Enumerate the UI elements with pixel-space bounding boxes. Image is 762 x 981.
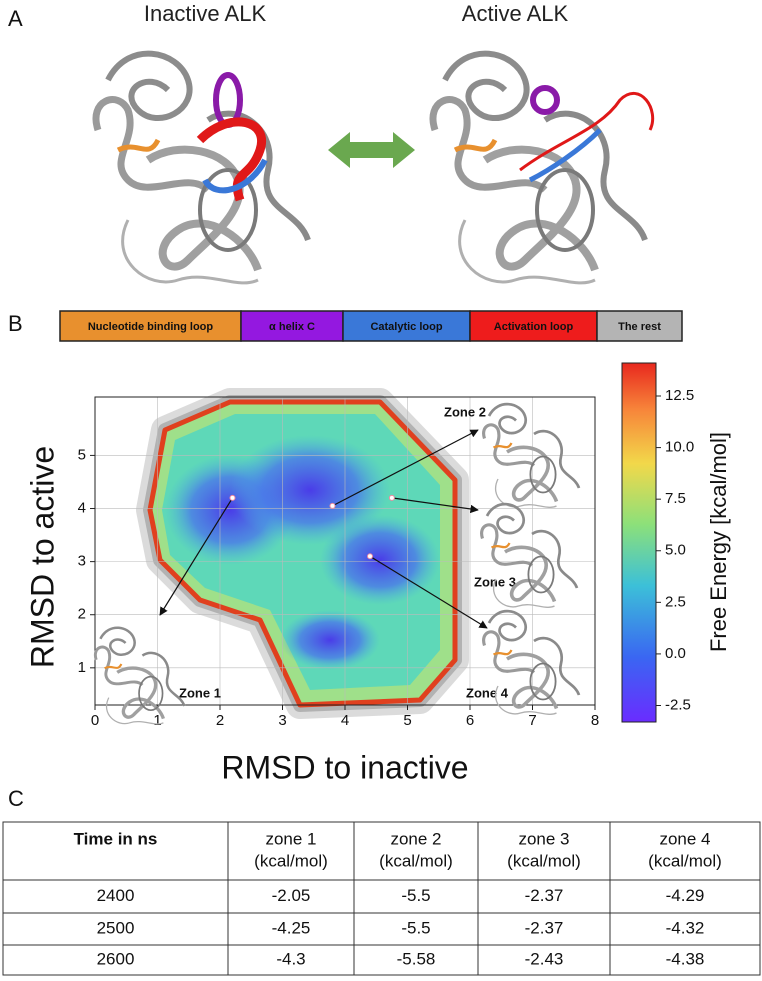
zone-arrow — [391, 497, 479, 514]
table-cell: -2.37 — [525, 918, 564, 937]
table-cell: -5.5 — [401, 918, 430, 937]
zone-point — [367, 553, 373, 560]
y-tick-label: 2 — [78, 606, 86, 623]
legend-label: Nucleotide binding loop — [88, 321, 214, 333]
protein-title: Inactive ALK — [144, 1, 267, 26]
x-tick-label: 8 — [591, 712, 599, 729]
x-tick-label: 6 — [466, 712, 474, 729]
table-cell: -2.43 — [525, 949, 564, 968]
x-tick-label: 0 — [91, 712, 99, 729]
x-axis-label: RMSD to inactive — [221, 749, 468, 785]
legend-label: Activation loop — [494, 321, 574, 333]
colorbar-tick-label: -2.5 — [665, 696, 691, 713]
panel-label: C — [8, 786, 24, 811]
y-tick-label: 3 — [78, 553, 86, 570]
zone-point — [229, 494, 236, 501]
table-cell: -2.37 — [525, 886, 564, 905]
table: Time in ns zone 1 (kcal/mol) zone 2 (kcal/mo… — [2, 821, 761, 976]
table-cell: 2400 — [97, 886, 135, 905]
zone-label: Zone 2 — [444, 404, 486, 419]
zone-point — [329, 502, 336, 509]
table-cell: -4.38 — [666, 949, 705, 968]
legend-swatch — [59, 310, 242, 342]
panel-label: B — [8, 311, 23, 336]
table-header: (kcal/mol) — [507, 851, 581, 870]
x-tick-label: 4 — [341, 712, 349, 729]
panel-label: A — [8, 6, 23, 31]
colorbar-label: Free Energy [kcal/mol] — [706, 432, 731, 652]
y-axis-label: RMSD to active — [24, 446, 60, 668]
active-protein — [433, 54, 655, 283]
colorbar — [621, 362, 657, 723]
x-tick-label: 2 — [216, 712, 224, 729]
legend-swatch — [596, 310, 683, 342]
x-tick-label: 1 — [153, 712, 161, 729]
table-header: (kcal/mol) — [254, 851, 328, 870]
table-header: zone 1 — [265, 829, 316, 848]
landscape — [136, 388, 469, 719]
activation-arrow — [328, 132, 415, 168]
legend-label: α helix C — [269, 321, 315, 333]
colorbar-tick-label: 5.0 — [665, 542, 686, 559]
table-cell: -4.29 — [666, 886, 705, 905]
x-tick-label: 5 — [403, 712, 411, 729]
table-header: zone 3 — [518, 829, 569, 848]
plot-frame — [94, 396, 596, 706]
table-cell: -4.3 — [276, 949, 305, 968]
legend-swatch — [469, 310, 598, 342]
protein-title: Active ALK — [462, 1, 569, 26]
zone-arrow — [332, 429, 479, 507]
y-tick-label: 4 — [78, 499, 86, 516]
table-header: Time in ns — [74, 829, 158, 848]
y-tick-label: 1 — [78, 659, 86, 676]
zone-label: Zone 1 — [179, 685, 221, 700]
inactive-protein — [96, 54, 308, 283]
colorbar-tick-label: 10.0 — [665, 439, 694, 456]
legend-swatch — [240, 310, 344, 342]
plot: 0 1 2 3 4 5 6 7 8 1 2 3 4 5 RMSD to inactive RMSD to ac… — [24, 362, 731, 785]
table-cell: -4.32 — [666, 918, 705, 937]
table-border — [2, 821, 761, 976]
zone-label: Zone 4 — [466, 685, 509, 700]
table-header: zone 4 — [659, 829, 710, 848]
table-cell: 2500 — [97, 918, 135, 937]
table-header: (kcal/mol) — [648, 851, 722, 870]
x-tick-label: 7 — [528, 712, 536, 729]
table-cell: -2.05 — [272, 886, 311, 905]
y-tick-label: 5 — [78, 446, 86, 463]
zone-arrow — [369, 555, 488, 629]
colorbar-tick-label: 0.0 — [665, 645, 686, 662]
table-cell: 2600 — [97, 949, 135, 968]
colorbar-tick-label: 7.5 — [665, 490, 686, 507]
legend-label: The rest — [618, 321, 661, 333]
legend-label: Catalytic loop — [370, 321, 442, 333]
table-cell: -5.58 — [397, 949, 436, 968]
zone-point — [388, 494, 395, 501]
table-header: zone 2 — [390, 829, 441, 848]
colorbar-tick-label: 2.5 — [665, 593, 686, 610]
table-cell: -4.25 — [272, 918, 311, 937]
colorbar-tick-label: 12.5 — [665, 387, 694, 404]
zone-arrow — [159, 497, 234, 616]
x-tick-label: 3 — [278, 712, 286, 729]
table-header: (kcal/mol) — [379, 851, 453, 870]
legend: Nucleotide binding loop α helix C Catalyti… — [59, 310, 683, 342]
table-cell: -5.5 — [401, 886, 430, 905]
